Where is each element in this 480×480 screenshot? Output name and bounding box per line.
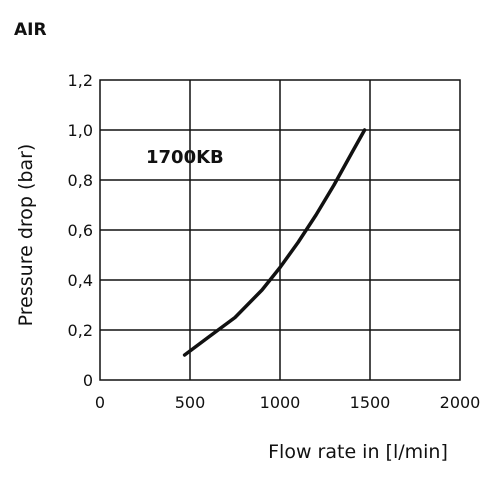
x-tick-label: 1000 bbox=[260, 393, 301, 412]
series-line bbox=[182, 128, 367, 357]
x-axis-label: Flow rate in [l/min] bbox=[268, 441, 448, 463]
y-axis-label: Pressure drop (bar) bbox=[15, 144, 37, 327]
x-tick-label: 2000 bbox=[440, 393, 480, 412]
x-tick-label: 500 bbox=[175, 393, 206, 412]
y-tick-label: 0,8 bbox=[68, 171, 93, 190]
x-tick-label: 1500 bbox=[350, 393, 391, 412]
series-annotation: 1700KB bbox=[146, 147, 224, 168]
y-tick-label: 1,2 bbox=[68, 71, 93, 90]
y-tick-labels: 0 0,2 0,4 0,6 0,8 1,0 1,2 bbox=[68, 71, 93, 390]
y-tick-label: 0,2 bbox=[68, 321, 93, 340]
y-tick-label: 0,4 bbox=[68, 271, 93, 290]
grid bbox=[100, 80, 460, 380]
y-tick-label: 0,6 bbox=[68, 221, 93, 240]
plot-frame bbox=[99, 79, 461, 381]
chart-title: AIR bbox=[14, 20, 47, 40]
y-tick-label: 1,0 bbox=[68, 121, 93, 140]
y-tick-label: 0 bbox=[83, 371, 93, 390]
x-tick-labels: 0 500 1000 1500 2000 bbox=[95, 393, 480, 412]
x-tick-label: 0 bbox=[95, 393, 105, 412]
